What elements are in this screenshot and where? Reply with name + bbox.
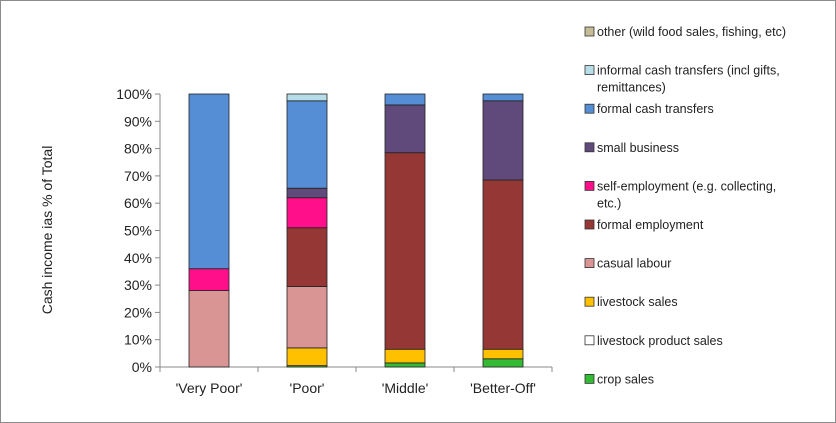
- x-tick-label: 'Poor': [290, 380, 325, 396]
- bar-segment: [188, 290, 230, 368]
- y-tick-label: 40%: [124, 250, 152, 266]
- bar-segment: [482, 179, 524, 350]
- legend-item: livestock product sales: [584, 334, 723, 348]
- y-tick-label: 60%: [124, 195, 152, 211]
- bar-segment: [384, 93, 426, 106]
- legend-label: formal employment: [597, 218, 704, 232]
- y-tick-label: 20%: [124, 304, 152, 320]
- legend-swatch: [584, 180, 595, 191]
- legend-item: formal cash transfers: [584, 102, 714, 116]
- legend-label: etc.): [597, 196, 621, 210]
- bar-segment: [286, 197, 328, 229]
- bar-segment: [286, 347, 328, 367]
- legend-swatch: [584, 335, 595, 346]
- chart-bars: [188, 93, 524, 368]
- y-tick-label: 70%: [124, 168, 152, 184]
- legend-label: informal cash transfers (incl gifts,: [597, 64, 780, 78]
- x-tick-label: 'Middle': [382, 380, 429, 396]
- legend-label: other (wild food sales, fishing, etc): [597, 25, 786, 39]
- legend-swatch: [584, 296, 595, 307]
- bar-segment: [286, 227, 328, 287]
- x-tick-label: 'Very Poor': [176, 380, 243, 396]
- legend-swatch: [584, 103, 595, 114]
- bar-segment: [286, 100, 328, 189]
- legend-label: self-employment (e.g. collecting,: [597, 179, 776, 193]
- legend-label: small business: [597, 141, 679, 155]
- legend-item: crop sales: [584, 372, 654, 386]
- legend-swatch: [584, 26, 595, 37]
- legend-swatch: [584, 65, 595, 75]
- legend-item: formal employment: [584, 218, 704, 232]
- legend-item: livestock sales: [584, 295, 678, 309]
- legend-item: self-employment (e.g. collecting, etc.): [584, 179, 776, 210]
- bar-segment: [482, 358, 524, 368]
- y-tick-label: 80%: [124, 141, 152, 157]
- bar-segment: [286, 187, 328, 199]
- y-tick-label: 50%: [124, 223, 152, 239]
- bar-segment: [188, 268, 230, 291]
- bar-segment: [384, 104, 426, 154]
- y-axis-label: Cash income ias % of Total: [39, 146, 55, 315]
- legend-item: informal cash transfers (incl gifts, remi…: [584, 64, 780, 95]
- bar-segment: [286, 286, 328, 349]
- y-tick-label: 30%: [124, 277, 152, 293]
- legend-label: crop sales: [597, 372, 654, 386]
- legend-label: livestock sales: [597, 295, 678, 309]
- legend-label: formal cash transfers: [597, 102, 714, 116]
- bar-segment: [482, 100, 524, 181]
- bar-segment: [482, 348, 524, 360]
- y-tick-label: 100%: [116, 86, 152, 102]
- bar-segment: [482, 93, 524, 102]
- legend-label: casual labour: [597, 257, 671, 271]
- chart-legend: other (wild food sales, fishing, etc) inf…: [584, 25, 786, 386]
- legend-swatch: [584, 142, 595, 153]
- legend-label: remittances): [597, 81, 666, 95]
- bar-segment: [384, 362, 426, 368]
- y-tick-label: 90%: [124, 113, 152, 129]
- chart-axes: 0% 10% 20% 30% 40% 50% 60% 70% 80% 90% 100% 'Very P…: [116, 86, 553, 396]
- bar-segment: [286, 93, 328, 102]
- legend-label: livestock product sales: [597, 334, 723, 348]
- bar-segment: [188, 93, 230, 270]
- y-tick-label: 0%: [132, 359, 152, 375]
- legend-item: small business: [584, 141, 679, 155]
- legend-swatch: [584, 219, 595, 230]
- y-tick-label: 10%: [124, 332, 152, 348]
- bar-segment: [384, 152, 426, 350]
- x-tick-label: 'Better-Off': [470, 380, 536, 396]
- legend-swatch: [584, 258, 595, 269]
- bar-segment: [384, 348, 426, 364]
- legend-item: other (wild food sales, fishing, etc): [584, 25, 786, 39]
- legend-swatch: [584, 373, 595, 384]
- legend-item: casual labour: [584, 257, 671, 271]
